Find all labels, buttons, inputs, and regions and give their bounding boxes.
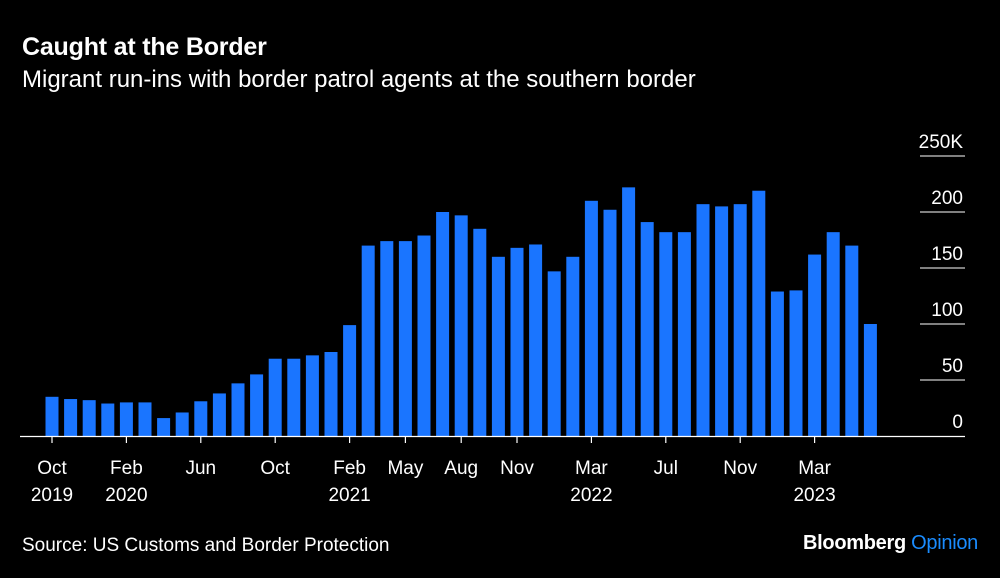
bar bbox=[454, 215, 468, 436]
x-tick-label: Feb bbox=[333, 458, 366, 479]
bar bbox=[473, 228, 487, 436]
bar bbox=[343, 325, 357, 436]
y-tick-label: 250K bbox=[919, 132, 964, 153]
x-tick-label: May bbox=[387, 458, 423, 479]
chart-subtitle: Migrant run-ins with border patrol agent… bbox=[22, 66, 696, 93]
x-tick-label: Mar bbox=[575, 458, 608, 479]
brand-name: Bloomberg bbox=[803, 532, 906, 554]
bar bbox=[250, 374, 264, 436]
bar bbox=[361, 245, 375, 436]
x-tick-label: Aug bbox=[444, 458, 478, 479]
x-tick-label: Feb bbox=[110, 458, 143, 479]
x-tick-year: 2021 bbox=[328, 485, 370, 506]
x-tick-label: Jun bbox=[185, 458, 216, 479]
x-tick-label: Oct bbox=[37, 458, 67, 479]
bar bbox=[808, 254, 822, 436]
bar bbox=[157, 418, 171, 436]
x-tick-label: Oct bbox=[260, 458, 290, 479]
bar bbox=[268, 358, 282, 436]
bar bbox=[287, 358, 301, 436]
x-tick-year: 2022 bbox=[570, 485, 612, 506]
bar bbox=[212, 393, 226, 436]
brand-section: Opinion bbox=[911, 532, 978, 554]
source-note: Source: US Customs and Border Protection bbox=[22, 535, 390, 556]
bar bbox=[491, 256, 505, 436]
bar bbox=[45, 396, 59, 436]
bar bbox=[380, 241, 394, 436]
bar bbox=[417, 235, 431, 436]
y-tick-label: 0 bbox=[952, 412, 963, 433]
x-tick-label: Nov bbox=[723, 458, 757, 479]
bar bbox=[231, 383, 245, 436]
y-tick-label: 150 bbox=[931, 244, 963, 265]
x-tick-year: 2023 bbox=[793, 485, 835, 506]
bar bbox=[510, 247, 524, 436]
bar bbox=[324, 352, 338, 436]
bar bbox=[584, 200, 598, 436]
bar bbox=[566, 256, 580, 436]
bar bbox=[603, 209, 617, 436]
x-tick-year: 2020 bbox=[105, 485, 147, 506]
bar bbox=[305, 355, 319, 436]
bar bbox=[529, 244, 543, 436]
y-tick-label: 50 bbox=[942, 356, 963, 377]
bar bbox=[398, 241, 412, 436]
y-tick-label: 100 bbox=[931, 300, 963, 321]
bar bbox=[194, 401, 208, 436]
x-tick-year: 2019 bbox=[31, 485, 73, 506]
bar bbox=[101, 403, 115, 436]
bar bbox=[119, 402, 133, 436]
bar bbox=[138, 402, 152, 436]
x-tick-label: Mar bbox=[798, 458, 831, 479]
bars bbox=[45, 187, 877, 436]
brand-logo: Bloomberg Opinion bbox=[803, 532, 978, 555]
y-axis: 0 50 100 150 200 250K bbox=[919, 132, 964, 433]
bar bbox=[659, 232, 673, 436]
bar bbox=[715, 206, 729, 436]
bar bbox=[696, 204, 710, 436]
bar bbox=[863, 324, 877, 436]
bar bbox=[436, 212, 450, 436]
y-tick-label: 200 bbox=[931, 188, 963, 209]
bar bbox=[752, 190, 766, 436]
bar bbox=[82, 400, 96, 436]
gridlines bbox=[920, 155, 965, 381]
bar bbox=[845, 245, 859, 436]
x-tick-label: Nov bbox=[500, 458, 534, 479]
bar bbox=[677, 232, 691, 436]
bar bbox=[547, 271, 561, 436]
bar bbox=[826, 232, 840, 436]
x-axis: Oct 2019 Feb 2020 Jun Oct Feb 2021 May Aug Nov Mar 2… bbox=[20, 435, 965, 506]
bar bbox=[770, 291, 784, 436]
bar bbox=[789, 290, 803, 436]
bar bbox=[640, 222, 654, 436]
x-tick-label: Jul bbox=[654, 458, 678, 479]
bar bbox=[175, 412, 189, 436]
bar bbox=[64, 399, 78, 436]
bar bbox=[733, 204, 747, 436]
chart-title: Caught at the Border bbox=[22, 33, 267, 61]
bar bbox=[622, 187, 636, 436]
